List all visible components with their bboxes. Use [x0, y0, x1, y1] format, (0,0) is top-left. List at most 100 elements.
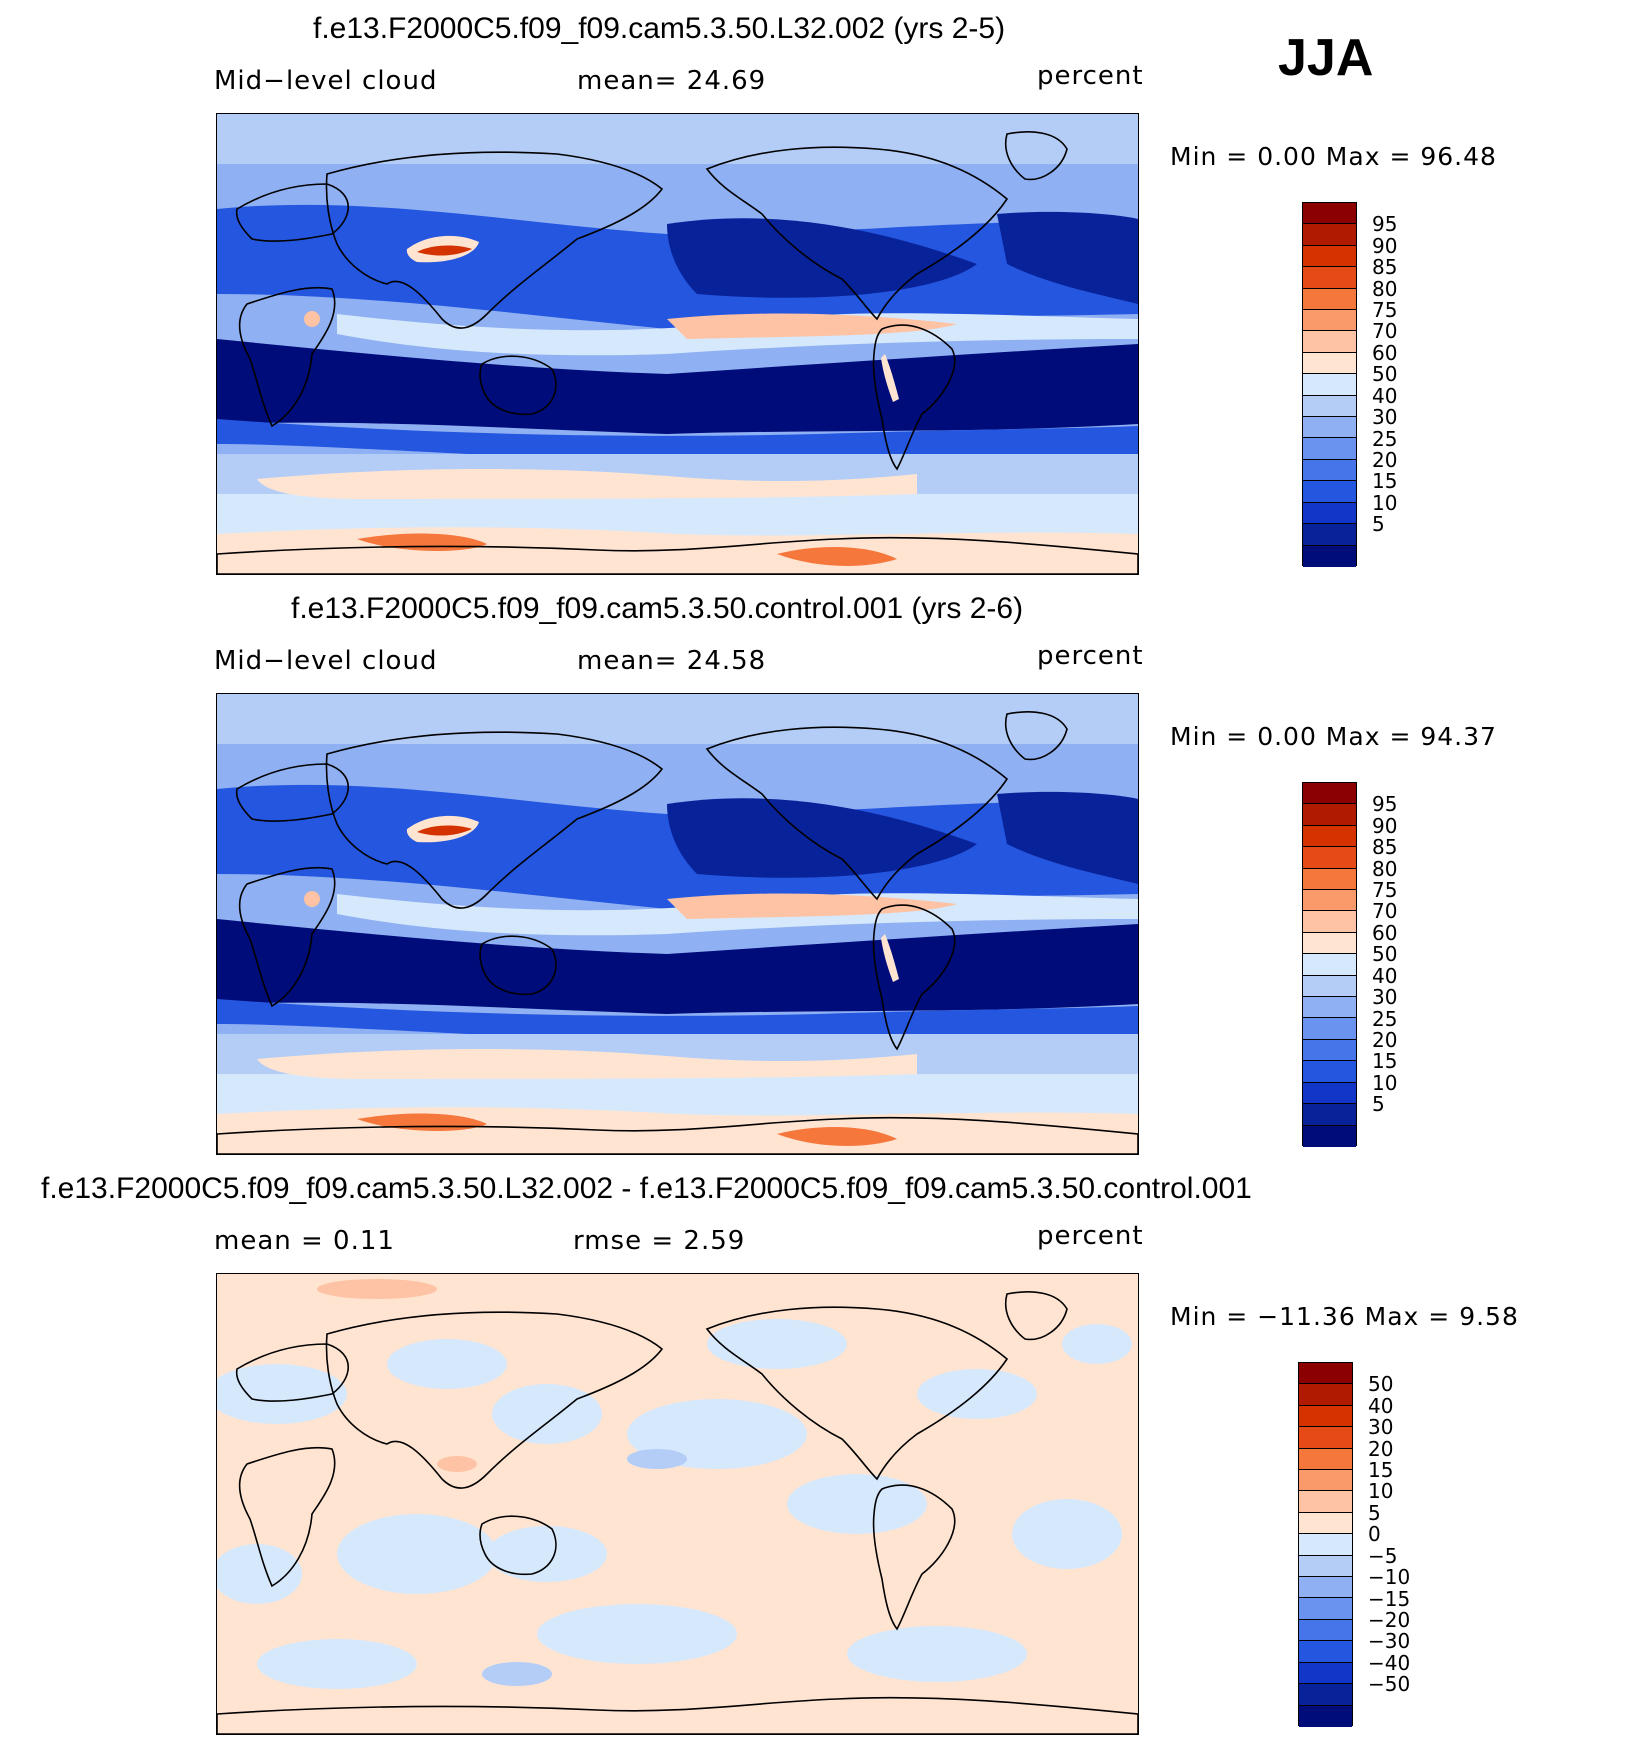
panel-2-colorbar: [1302, 782, 1357, 1147]
colorbar-segment: [1303, 825, 1356, 848]
colorbar-tick-label: −40: [1368, 1650, 1411, 1675]
colorbar-segment: [1303, 997, 1356, 1019]
field-band: [217, 419, 1138, 458]
panel-3-units-label: percent: [1037, 1221, 1144, 1251]
colorbar-segment: [1303, 911, 1356, 933]
field-patch: [387, 1339, 507, 1389]
coastline: [217, 536, 1138, 574]
colorbar-tick-label: 15: [1372, 469, 1398, 494]
panel-3-rmse-label: rmse = 2.59: [573, 1226, 746, 1256]
colorbar-segment: [1303, 1082, 1356, 1105]
field-patch: [627, 1449, 687, 1469]
coastline: [238, 286, 336, 428]
colorbar-segment: [1303, 310, 1356, 332]
field-patch: [997, 211, 1138, 304]
coastlines: [217, 711, 1138, 1154]
coastline: [238, 1446, 336, 1588]
field-patch: [437, 1456, 477, 1472]
coastline: [705, 726, 1009, 901]
field-patch: [217, 1364, 347, 1424]
field-patch: [881, 354, 899, 402]
colorbar-tick-label: 95: [1372, 792, 1398, 817]
colorbar-segment: [1299, 1448, 1352, 1471]
field-patch: [1062, 1324, 1132, 1364]
colorbar-segment: [1303, 1018, 1356, 1040]
colorbar-tick-label: 5: [1372, 512, 1385, 537]
colorbar-tick-label: −50: [1368, 1672, 1411, 1697]
colorbar-segment: [1299, 1555, 1352, 1578]
colorbar-tick-label: 50: [1372, 942, 1398, 967]
colorbar-segment: [1303, 954, 1356, 976]
field-patch: [707, 1319, 847, 1369]
field-patch: [847, 1626, 1027, 1682]
field-band: [217, 114, 1138, 164]
field-patch: [417, 825, 472, 836]
colorbar-tick-label: 0: [1368, 1522, 1381, 1547]
panel-2-units-label: percent: [1037, 641, 1144, 671]
coastline: [325, 731, 664, 909]
colorbar-tick-label: 30: [1372, 985, 1398, 1010]
field-patch: [917, 1369, 1037, 1419]
colorbar-segment: [1303, 395, 1356, 418]
map-field-svg: [217, 1274, 1138, 1734]
colorbar-tick-label: 80: [1372, 276, 1398, 301]
field-band: [217, 919, 1138, 1014]
colorbar-segment: [1303, 1104, 1356, 1126]
colorbar-segment: [1299, 1491, 1352, 1513]
field-band: [667, 313, 957, 339]
colorbar-tick-label: 70: [1372, 319, 1398, 344]
colorbar-segment: [1303, 502, 1356, 525]
coastlines: [217, 1291, 1138, 1734]
colorbar-segment: [1299, 1427, 1352, 1449]
colorbar-segment: [1303, 1125, 1356, 1147]
colorbar-segment: [1303, 459, 1356, 482]
colorbar-tick-label: 5: [1368, 1500, 1381, 1525]
colorbar-segment: [1303, 245, 1356, 268]
colorbar-tick-label: 5: [1372, 1092, 1385, 1117]
field-band: [217, 339, 1138, 434]
colorbar-segment: [1299, 1619, 1352, 1642]
coastline: [1005, 1291, 1068, 1341]
colorbar-tick-label: 50: [1372, 362, 1398, 387]
colorbar-tick-label: 25: [1372, 426, 1398, 451]
coastline: [1005, 711, 1068, 761]
panel-1-variable-label: Mid−level cloud: [214, 66, 438, 96]
colorbar-tick-label: 40: [1372, 383, 1398, 408]
field-patch: [881, 934, 899, 982]
coastline: [479, 355, 557, 416]
coastlines: [217, 131, 1138, 574]
coastline: [872, 1484, 956, 1631]
colorbar-tick-label: 90: [1372, 233, 1398, 258]
field-patch: [304, 891, 320, 907]
field-patch: [777, 547, 897, 566]
colorbar-tick-label: −20: [1368, 1607, 1411, 1632]
colorbar-segment: [1299, 1363, 1352, 1385]
field-band: [217, 999, 1138, 1038]
field-patch: [537, 1604, 737, 1664]
coastline: [238, 866, 336, 1008]
field-patch: [997, 791, 1138, 884]
colorbar-segment: [1303, 804, 1356, 826]
colorbar-segment: [1303, 890, 1356, 912]
field-patch: [777, 1127, 897, 1146]
coastline: [705, 146, 1009, 321]
field-band: [217, 1107, 1138, 1154]
coastline: [325, 1311, 664, 1489]
field-patch: [492, 1384, 602, 1444]
colorbar-tick-label: 40: [1372, 963, 1398, 988]
colorbar-tick-label: −10: [1368, 1565, 1411, 1590]
colorbar-tick-label: 30: [1368, 1415, 1394, 1440]
colorbar-segment: [1303, 374, 1356, 396]
field-patch: [304, 311, 320, 327]
field-patch: [317, 1279, 437, 1299]
colorbar-tick-label: 10: [1372, 1070, 1398, 1095]
colorbar-segment: [1303, 847, 1356, 869]
colorbar-tick-label: 75: [1372, 878, 1398, 903]
colorbar-segment: [1299, 1405, 1352, 1428]
panel-3-map: [216, 1273, 1139, 1735]
colorbar-segment: [1303, 524, 1356, 546]
colorbar-segment: [1303, 1039, 1356, 1062]
colorbar-segment: [1303, 783, 1356, 805]
coastline: [705, 1306, 1009, 1481]
colorbar-segment: [1299, 1384, 1352, 1406]
